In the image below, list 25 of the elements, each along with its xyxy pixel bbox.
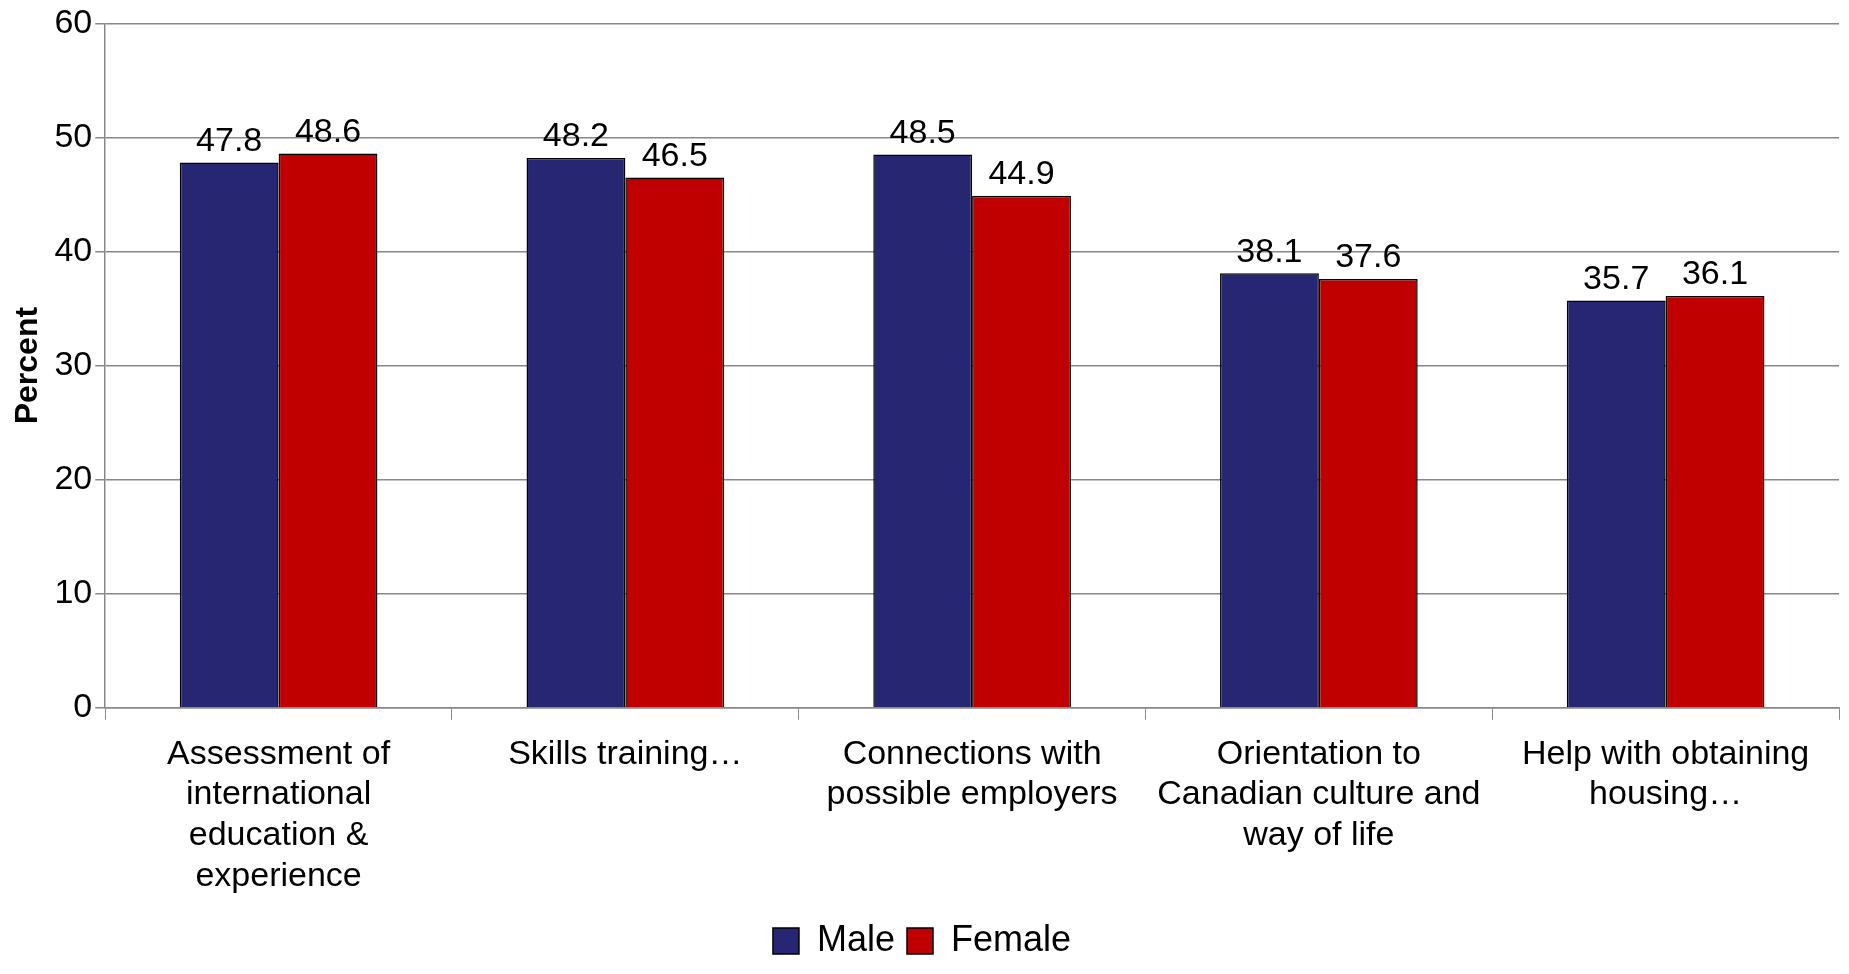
y-tick-label: 50 xyxy=(54,115,93,154)
data-label: 48.5 xyxy=(889,111,956,150)
data-label: 44.9 xyxy=(988,153,1055,192)
data-label: 38.1 xyxy=(1236,230,1303,269)
legend-label: Male xyxy=(816,917,895,959)
x-tick-label: Connections with possible employers xyxy=(826,732,1118,812)
data-label: 48.6 xyxy=(294,110,362,149)
legend-label: Female xyxy=(950,917,1072,959)
y-tick-label: 20 xyxy=(54,458,93,497)
data-label: 35.7 xyxy=(1583,257,1650,296)
data-label: 46.5 xyxy=(641,134,708,173)
y-axis-title: Percent xyxy=(8,306,45,425)
x-tick-label: Help with obtaining housing… xyxy=(1521,732,1810,812)
data-label: 37.6 xyxy=(1335,236,1402,275)
data-label: 36.1 xyxy=(1681,253,1749,292)
y-tick-label: 0 xyxy=(73,686,93,725)
y-tick-label: 40 xyxy=(54,229,93,268)
x-tick-label: Orientation to Canadian culture and way of life xyxy=(1157,732,1481,853)
x-tick-label: Assessment of international education & experience xyxy=(167,732,391,893)
y-tick-label: 60 xyxy=(54,1,93,40)
data-label: 47.8 xyxy=(196,119,263,158)
data-label: 48.2 xyxy=(542,115,610,154)
y-tick-label: 10 xyxy=(54,572,93,611)
x-tick-label: Skills training… xyxy=(508,732,743,771)
y-tick-label: 30 xyxy=(54,343,93,382)
